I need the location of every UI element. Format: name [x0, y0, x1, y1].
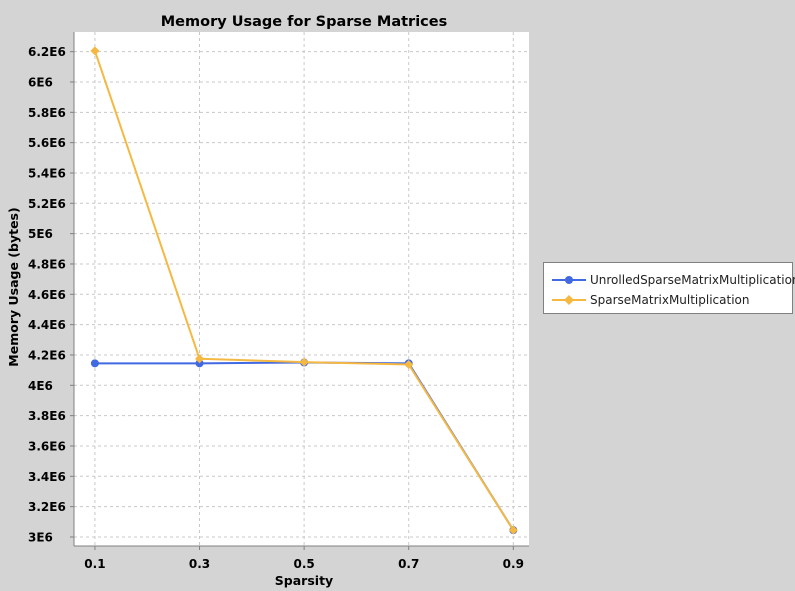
chart-title: Memory Usage for Sparse Matrices — [161, 14, 448, 30]
plot-area — [74, 32, 529, 546]
axes — [70, 32, 529, 550]
x-tick-label: 0.1 — [84, 557, 105, 571]
legend-item-unrolled: UnrolledSparseMatrixMultiplication — [544, 270, 795, 290]
y-tick-label: 3.2E6 — [28, 500, 66, 514]
y-axis-label: Memory Usage (bytes) — [6, 207, 21, 366]
legend-item-sparse: SparseMatrixMultiplication — [544, 290, 750, 310]
y-tick-label: 3.4E6 — [28, 470, 66, 484]
y-tick-label: 4.4E6 — [28, 318, 66, 332]
y-tick-label: 3.6E6 — [28, 439, 66, 453]
legend: UnrolledSparseMatrixMultiplication Spars… — [543, 262, 795, 314]
grid-lines — [74, 32, 529, 546]
y-tick-label: 3E6 — [28, 530, 53, 544]
y-tick-label: 5E6 — [28, 227, 53, 241]
x-tick-label: 0.9 — [503, 557, 524, 571]
y-tick-label: 5.2E6 — [28, 197, 66, 211]
data-point — [90, 46, 100, 56]
y-tick-label: 6E6 — [28, 75, 53, 89]
x-tick-label: 0.5 — [293, 557, 314, 571]
data-point — [299, 357, 309, 367]
legend-label-unrolled: UnrolledSparseMatrixMultiplication — [590, 273, 795, 287]
x-axis-label: Sparsity — [275, 573, 333, 588]
y-tick-label: 4.8E6 — [28, 257, 66, 271]
x-tick-label: 0.3 — [189, 557, 210, 571]
data-point — [195, 354, 205, 364]
legend-label-sparse: SparseMatrixMultiplication — [590, 293, 750, 307]
x-tick-label: 0.7 — [398, 557, 419, 571]
tick-labels: 3E6 3.2E6 3.4E6 3.6E6 3.8E6 4E6 4.2E6 4.4E6 4.6E… — [28, 45, 524, 571]
y-tick-label: 4E6 — [28, 379, 53, 393]
series-lines — [90, 46, 518, 535]
data-point — [508, 525, 518, 535]
y-tick-label: 3.8E6 — [28, 409, 66, 423]
y-tick-label: 5.8E6 — [28, 106, 66, 120]
legend-swatch-circle-icon — [552, 276, 586, 284]
y-tick-label: 4.6E6 — [28, 288, 66, 302]
y-tick-label: 4.2E6 — [28, 348, 66, 362]
legend-swatch-diamond-icon — [552, 295, 586, 305]
y-tick-label: 6.2E6 — [28, 45, 66, 59]
data-point — [195, 359, 204, 368]
series-1 — [90, 46, 518, 535]
y-tick-label: 5.6E6 — [28, 136, 66, 150]
data-point — [90, 359, 99, 368]
data-point — [404, 360, 414, 370]
y-tick-label: 5.4E6 — [28, 166, 66, 180]
